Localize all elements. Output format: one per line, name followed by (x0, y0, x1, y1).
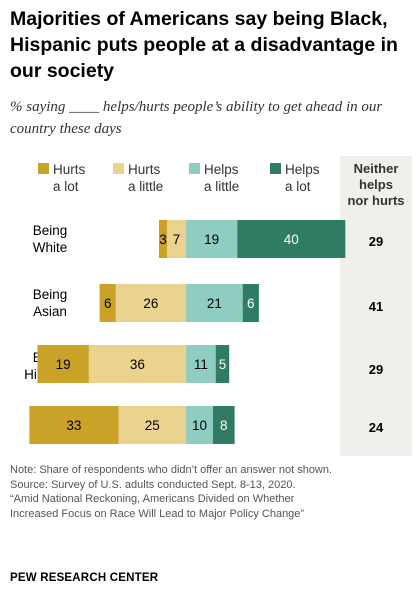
neither-value-hispanic: 29 (368, 362, 384, 377)
bar-black-helps-a-lot (213, 406, 235, 444)
data-label-hispanic-helps-a-little: 11 (194, 357, 208, 372)
legend-swatch (270, 163, 281, 174)
bar-black-hurts-a-lot (29, 406, 119, 444)
legend-label: Hurts a little (128, 162, 164, 194)
bar-white-hurts-a-lot (159, 220, 168, 258)
data-label-black-hurts-a-lot: 33 (66, 418, 81, 433)
data-label-hispanic-hurts-a-little: 36 (130, 357, 145, 372)
footnotes: Note: Share of respondents who didn’t of… (10, 463, 415, 521)
bar-white-helps-a-lot (237, 220, 346, 258)
data-label-white-helps-a-little: 19 (204, 232, 219, 247)
bar-asian-helps-a-lot (242, 284, 259, 322)
bar-asian-hurts-a-little (115, 284, 186, 322)
neither-value-white: 29 (368, 234, 384, 249)
footnote-report-line1: “Amid National Reckoning, Americans Divi… (10, 493, 295, 505)
data-label-asian-hurts-a-little: 26 (143, 296, 158, 311)
bar-asian-hurts-a-lot (99, 284, 116, 322)
legend-label: Hurts a lot (53, 162, 86, 194)
data-label-black-helps-a-lot: 8 (220, 418, 228, 433)
data-label-white-hurts-a-little: 7 (173, 232, 181, 247)
data-label-black-helps-a-little: 10 (192, 418, 207, 433)
legend-swatch (113, 163, 124, 174)
bar-white-hurts-a-little (167, 220, 186, 258)
bar-white-helps-a-little (186, 220, 238, 258)
data-label-white-hurts-a-lot: 3 (159, 232, 167, 247)
bar-black-hurts-a-little (118, 406, 186, 444)
data-label-black-hurts-a-little: 25 (145, 418, 160, 433)
chart-title: Majorities of Americans say being Black,… (10, 8, 398, 82)
chart-subtitle: % saying ____ helps/hurts people’s abili… (10, 99, 383, 137)
bar-black-helps-a-little (186, 406, 213, 444)
footnote-report-line2: Increased Focus on Race Will Lead to Maj… (10, 507, 305, 520)
legend-label: Helps a lot (285, 162, 320, 194)
bar-hispanic-hurts-a-little (88, 345, 186, 383)
bar-hispanic-helps-a-little (186, 345, 216, 383)
legend-swatch (38, 163, 49, 174)
data-label-white-helps-a-lot: 40 (284, 232, 299, 247)
row-label-asian: Being Asian (32, 287, 68, 319)
data-label-hispanic-helps-a-lot: 5 (219, 357, 227, 372)
bar-hispanic-hurts-a-lot (37, 345, 89, 383)
legend-swatch (189, 163, 200, 174)
neither-value-asian: 41 (368, 299, 384, 314)
data-label-hispanic-hurts-a-lot: 19 (56, 357, 71, 372)
data-label-asian-helps-a-little: 21 (207, 296, 222, 311)
neither-header: Neither helps nor hurts (347, 161, 405, 208)
footnote-note: Note: Share of respondents who didn’t of… (10, 464, 333, 476)
data-label-asian-helps-a-lot: 6 (247, 296, 255, 311)
legend-label: Helps a little (204, 162, 240, 194)
footnote-source: Source: Survey of U.S. adults conducted … (10, 478, 296, 491)
bar-hispanic-helps-a-lot (215, 345, 230, 383)
source-credit: PEW RESEARCH CENTER (10, 572, 159, 584)
data-label-asian-hurts-a-lot: 6 (104, 296, 112, 311)
row-label-white: Being White (32, 223, 68, 255)
neither-value-black: 24 (368, 420, 384, 435)
neither-column: Neither helps nor hurts 29 41 29 24 (340, 156, 412, 456)
bar-asian-helps-a-little (186, 284, 243, 322)
